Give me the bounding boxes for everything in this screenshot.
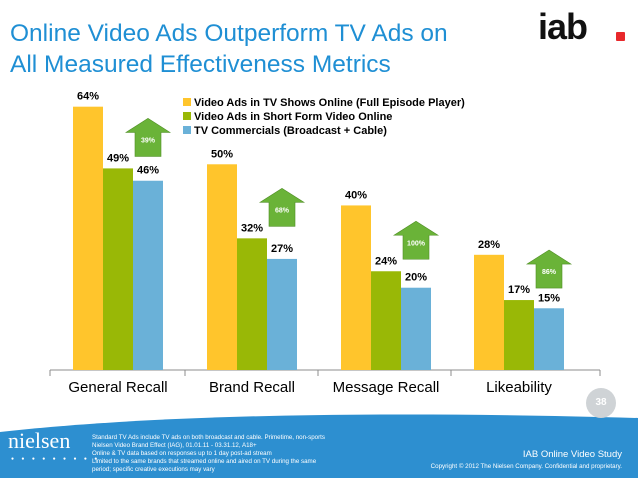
bar-value-label: 15%: [538, 292, 560, 304]
slide-title-line-2: All Measured Effectiveness Metrics: [10, 51, 391, 78]
slide-title-line-1: Online Video Ads Outperform TV Ads on: [10, 20, 448, 47]
bar-value-label: 28%: [478, 239, 500, 251]
footer-note-line: period; specific creative executions may…: [92, 466, 215, 473]
bar-2: [237, 238, 267, 370]
copyright-notice: Copyright © 2012 The Nielsen Company. Co…: [430, 463, 622, 470]
lift-arrow-icon: [124, 118, 172, 157]
footer-band: [0, 414, 638, 478]
lift-label: 86%: [542, 269, 557, 276]
bar-3: [401, 287, 431, 370]
legend-label: Video Ads in Short Form Video Online: [194, 111, 392, 123]
bar-value-label: 64%: [77, 91, 99, 103]
bar-3: [267, 258, 297, 370]
page-number-badge: 38: [586, 388, 616, 418]
legend-label: Video Ads in TV Shows Online (Full Episo…: [194, 97, 465, 109]
bar-value-label: 24%: [375, 255, 397, 267]
nielsen-logo-dots: ● ● ● ● ● ● ● ● ●: [11, 456, 101, 462]
bar-value-label: 40%: [345, 189, 367, 201]
bar-value-label: 27%: [271, 243, 293, 255]
bar-1: [341, 205, 371, 370]
legend-swatch: [183, 126, 191, 134]
category-label: Brand Recall: [209, 379, 295, 396]
study-name: IAB Online Video Study: [522, 449, 622, 460]
footer-note-line: Online & TV data based on responses up t…: [92, 450, 272, 457]
footer-note-line: Limited to the same brands that streamed…: [92, 458, 317, 465]
iab-logo: iab: [538, 6, 588, 47]
bar-value-label: 49%: [107, 152, 129, 164]
footer-note-line: Standard TV Ads include TV ads on both b…: [92, 434, 325, 441]
bar-3: [133, 180, 163, 370]
bar-2: [504, 300, 534, 370]
bar-value-label: 17%: [508, 284, 530, 296]
legend-swatch: [183, 112, 191, 120]
bar-value-label: 50%: [211, 148, 233, 160]
footer-note-line: Nielsen Video Brand Effect (IAG), 01.01.…: [92, 442, 257, 449]
iab-logo-dot: [616, 32, 625, 41]
lift-arrow-icon: [258, 187, 306, 227]
bar-value-label: 20%: [405, 272, 427, 284]
legend-swatch: [183, 98, 191, 106]
lift-label: 100%: [407, 240, 426, 247]
bar-3: [534, 308, 564, 370]
nielsen-logo: nielsen: [8, 428, 71, 453]
category-label: General Recall: [68, 379, 167, 396]
lift-arrow-icon: [392, 220, 440, 260]
bar-value-label: 46%: [137, 165, 159, 177]
footer-wave-shape: [0, 414, 638, 478]
bar-1: [73, 106, 103, 370]
bar-2: [103, 168, 133, 370]
category-label: Likeability: [486, 379, 552, 396]
bar-1: [207, 164, 237, 370]
category-label: Message Recall: [333, 379, 440, 396]
bar-2: [371, 271, 401, 370]
bar-value-label: 32%: [241, 222, 263, 234]
legend-label: TV Commercials (Broadcast + Cable): [194, 125, 387, 137]
lift-arrow-icon: [525, 249, 573, 289]
lift-label: 39%: [141, 137, 156, 144]
lift-label: 68%: [275, 207, 290, 214]
bar-1: [474, 254, 504, 370]
